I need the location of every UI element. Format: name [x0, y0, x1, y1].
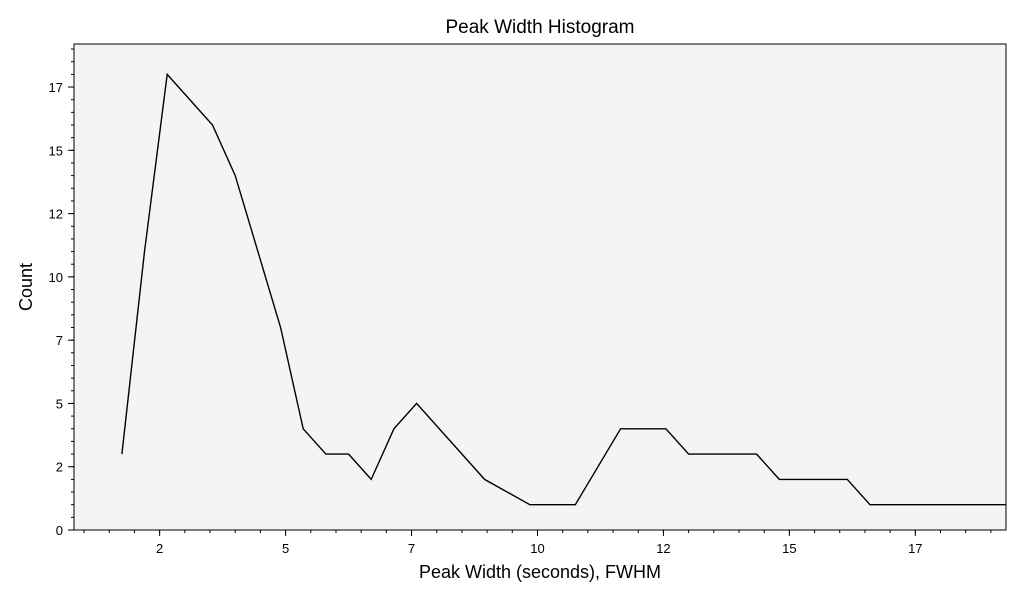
x-tick-label: 2	[156, 541, 163, 556]
x-tick-label: 15	[782, 541, 796, 556]
chart-title: Peak Width Histogram	[445, 17, 634, 38]
y-tick-label: 7	[56, 333, 63, 348]
x-tick-label: 17	[908, 541, 922, 556]
y-tick-label: 0	[56, 523, 63, 538]
y-tick-label: 2	[56, 460, 63, 475]
x-tick-label: 10	[530, 541, 544, 556]
x-tick-label: 7	[408, 541, 415, 556]
x-axis-label: Peak Width (seconds), FWHM	[419, 562, 661, 582]
y-axis-label: Count	[16, 263, 36, 311]
x-tick-label: 5	[282, 541, 289, 556]
y-tick-label: 5	[56, 396, 63, 411]
y-tick-label: 12	[49, 207, 63, 222]
y-tick-label: 17	[49, 80, 63, 95]
axis-ticks: 2 5 7 10 12 15 17 0 2 5 7 10 12 15 17	[49, 48, 992, 556]
y-tick-label: 10	[49, 270, 63, 285]
y-tick-label: 15	[49, 143, 63, 158]
x-tick-label: 12	[656, 541, 670, 556]
plot-area	[74, 44, 1006, 530]
series-line	[121, 72, 1006, 506]
plot-frame	[73, 43, 1007, 531]
